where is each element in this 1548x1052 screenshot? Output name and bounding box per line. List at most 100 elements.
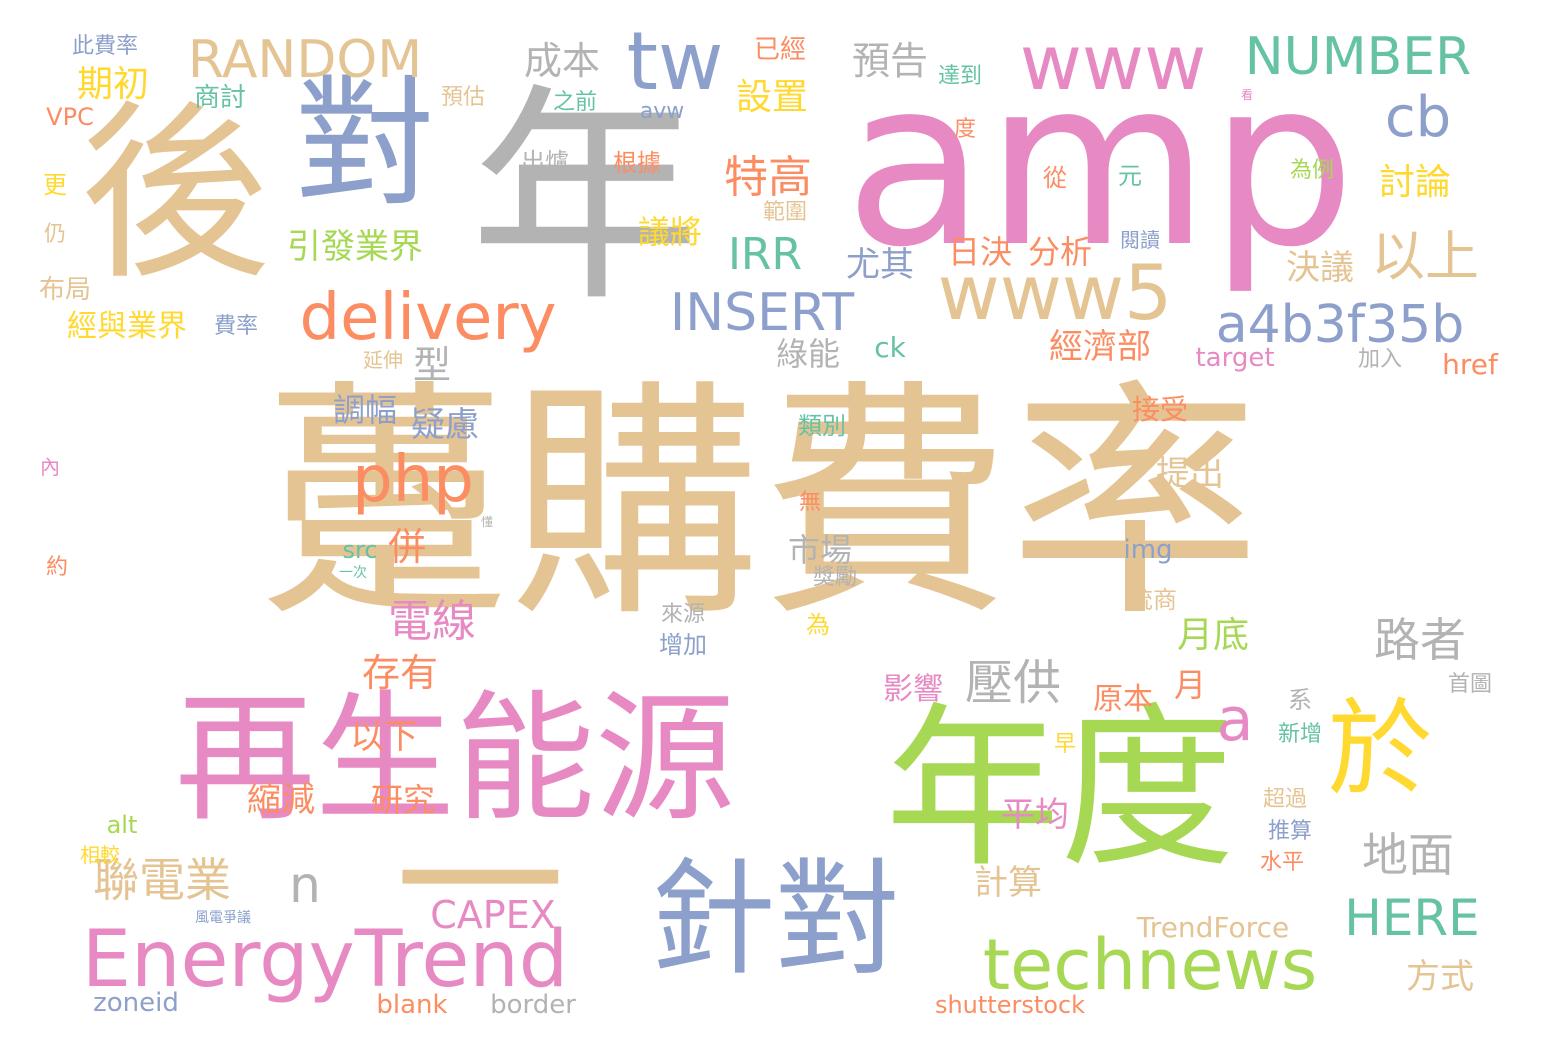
cloud-word: 首圖: [1447, 672, 1493, 697]
cloud-word: avw: [639, 99, 685, 124]
cloud-word: 月: [1173, 666, 1207, 704]
cloud-word: 統商: [1129, 586, 1177, 614]
cloud-word: 從: [1043, 164, 1067, 192]
cloud-word: src: [342, 536, 378, 564]
cloud-word: 平均: [1001, 795, 1069, 835]
cloud-word: 針對: [650, 847, 900, 993]
cloud-word: 加入: [1357, 347, 1403, 372]
cloud-word: 議將: [637, 213, 703, 251]
cloud-word: 型: [412, 343, 452, 387]
cloud-word: 新增: [1277, 722, 1323, 747]
cloud-word: 推算: [1267, 819, 1313, 844]
cloud-word: TrendForce: [1136, 911, 1290, 944]
cloud-word: www5: [937, 248, 1173, 337]
cloud-word: 電線: [388, 596, 476, 647]
cloud-word: 討論: [1378, 162, 1452, 203]
cloud-word: 增加: [659, 631, 707, 659]
cloud-word: 預告: [851, 39, 929, 83]
cloud-word: 無: [798, 490, 822, 515]
cloud-word: 仍: [43, 222, 67, 247]
cloud-word: 以上: [1371, 225, 1479, 288]
cloud-word: 年: [469, 66, 701, 333]
cloud-word: 併: [387, 525, 427, 569]
cloud-word: 聯電業: [93, 853, 231, 907]
cloud-word: delivery: [299, 281, 557, 355]
cloud-word: 一: [394, 786, 566, 984]
cloud-word: 為例: [1289, 158, 1335, 183]
cloud-word: 相較: [80, 843, 120, 867]
cloud-word: 疑慮: [411, 405, 479, 445]
cloud-word: n: [289, 856, 321, 914]
cloud-word: 之前: [552, 90, 598, 115]
cloud-word: 達到: [937, 64, 983, 89]
cloud-word: amp: [844, 31, 1356, 298]
cloud-word: 度: [953, 117, 977, 142]
cloud-word: 對: [294, 63, 436, 226]
cloud-word: 調幅: [332, 391, 398, 429]
cloud-word: 超過: [1262, 787, 1308, 812]
cloud-word: 約: [45, 555, 69, 580]
cloud-word: 存有: [361, 651, 439, 695]
cloud-word: img: [1123, 535, 1173, 565]
cloud-word: 來源: [660, 602, 706, 627]
cloud-word: 水平: [1259, 850, 1305, 875]
cloud-word: blank: [376, 990, 448, 1020]
cloud-word: 提出: [1156, 454, 1224, 494]
cloud-word: target: [1195, 343, 1275, 373]
cloud-word: 研究: [370, 781, 436, 819]
cloud-word: 再生能源: [174, 678, 736, 841]
cloud-word: 延伸: [363, 348, 403, 372]
cloud-word: NUMBER: [1244, 27, 1472, 87]
cloud-word: alt: [106, 811, 138, 839]
cloud-word: href: [1442, 348, 1498, 381]
cloud-word: EnergyTrend: [81, 915, 569, 1005]
cloud-word: 閱讀: [1120, 228, 1160, 252]
cloud-word: 壓供: [964, 655, 1062, 711]
cloud-word: 一次: [339, 565, 367, 581]
cloud-word: 成本: [523, 39, 601, 83]
cloud-word: www: [1019, 18, 1207, 107]
cloud-word: 市場: [787, 531, 853, 569]
cloud-word: php: [352, 443, 474, 517]
cloud-word: 尤其: [846, 245, 914, 285]
cloud-word: 特高: [724, 152, 812, 203]
cloud-word: 元: [1118, 162, 1142, 190]
cloud-word: 商討: [193, 83, 247, 113]
cloud-word: 年度: [885, 688, 1235, 892]
cloud-word: border: [490, 990, 576, 1020]
cloud-word: a: [1216, 685, 1254, 755]
cloud-word: zoneid: [93, 988, 179, 1018]
cloud-word: 已經: [753, 35, 807, 65]
cloud-word: 路者: [1374, 613, 1466, 667]
cloud-word: 費率: [213, 314, 259, 339]
cloud-word: CAPEX: [430, 893, 556, 937]
cloud-word: technews: [982, 924, 1318, 1006]
cloud-word: 以下: [350, 717, 418, 757]
cloud-word: a4b3f35b: [1215, 295, 1465, 355]
cloud-word: IRR: [727, 229, 803, 280]
cloud-word: 接受: [1131, 393, 1189, 426]
cloud-word: VPC: [46, 103, 94, 131]
cloud-word: 看: [1240, 88, 1254, 102]
cloud-word: 為: [806, 611, 830, 639]
cloud-word: 預估: [440, 85, 486, 110]
cloud-word: 獎勵: [812, 565, 858, 590]
cloud-word: 範圍: [762, 200, 808, 225]
cloud-word: 類別: [798, 412, 846, 440]
cloud-word: 更: [43, 171, 67, 199]
cloud-word: 於: [1327, 688, 1433, 811]
cloud-word: 布局: [38, 275, 92, 305]
cloud-word: 月底: [1176, 615, 1250, 656]
cloud-word: tw: [626, 15, 724, 108]
cloud-word: 早: [1053, 732, 1077, 757]
cloud-word: 日決: [947, 233, 1013, 271]
cloud-word: 懂: [480, 515, 494, 529]
cloud-word: 引發業界: [287, 227, 423, 267]
cloud-word: 縮減: [247, 780, 315, 820]
cloud-word: 後: [79, 84, 271, 305]
cloud-word: 內: [40, 455, 60, 479]
cloud-word: 綠能: [775, 335, 841, 373]
cloud-word: 出爐: [521, 148, 569, 176]
cloud-word: 分析: [1027, 233, 1093, 271]
